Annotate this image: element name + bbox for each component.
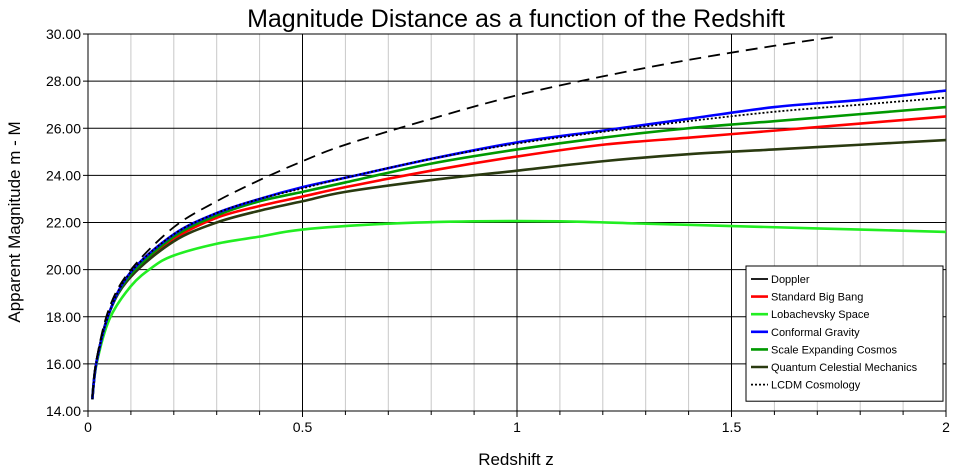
y-tick-label: 20.00 bbox=[46, 262, 81, 278]
series-layer bbox=[90, 35, 947, 400]
chart-title: Magnitude Distance as a function of the … bbox=[247, 5, 785, 33]
series-line-doppler bbox=[91, 35, 839, 397]
y-tick-label: 18.00 bbox=[46, 309, 81, 325]
x-tick-label: 0.5 bbox=[293, 419, 313, 435]
x-axis-label: Redshift z bbox=[478, 450, 554, 469]
legend-label: Scale Expanding Cosmos bbox=[771, 344, 897, 356]
legend-label: Conformal Gravity bbox=[771, 327, 860, 339]
x-tick-label: 2 bbox=[942, 419, 950, 435]
ticks-layer: 0 0.5 1 1.5 2 14.00 16.00 18.00 20.00 22.00 24.00 2… bbox=[46, 26, 950, 435]
series-line-lcdm-cosmology bbox=[91, 96, 947, 400]
series-line-lobachevsky-space bbox=[90, 219, 947, 400]
legend-label: Quantum Celestial Mechanics bbox=[771, 362, 918, 374]
x-tick-label: 1.5 bbox=[722, 419, 742, 435]
x-tick-label: 0 bbox=[84, 419, 92, 435]
y-tick-label: 24.00 bbox=[46, 167, 81, 183]
legend-label: Lobachevsky Space bbox=[771, 309, 869, 321]
y-tick-label: 14.00 bbox=[46, 403, 81, 419]
x-tick-label: 1 bbox=[513, 419, 521, 435]
legend-label: Doppler bbox=[771, 274, 810, 286]
y-tick-label: 28.00 bbox=[46, 73, 81, 89]
legend-label: LCDM Cosmology bbox=[771, 380, 861, 392]
legend-box bbox=[745, 265, 944, 402]
y-axis-label: Apparent Magnitude m - M bbox=[5, 121, 24, 322]
y-tick-label: 26.00 bbox=[46, 120, 81, 136]
y-tick-label: 16.00 bbox=[46, 356, 81, 372]
legend-label: Standard Big Bang bbox=[771, 292, 863, 304]
legend: Doppler Standard Big Bang Lobachevsky Spac… bbox=[745, 265, 944, 402]
y-tick-label: 30.00 bbox=[46, 26, 81, 42]
y-tick-label: 22.00 bbox=[46, 215, 81, 231]
